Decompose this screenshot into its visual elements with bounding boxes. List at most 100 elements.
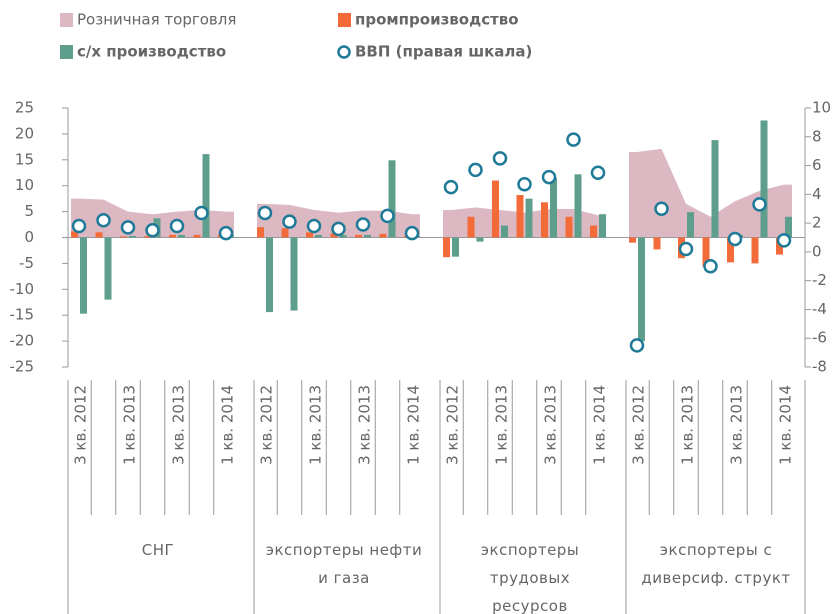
gdp-dot [120, 220, 136, 235]
y2-tick-label: 2 [812, 214, 822, 232]
y2-tick-label: -4 [812, 300, 827, 318]
bar [129, 235, 136, 238]
legend-swatch [60, 13, 73, 27]
x-tick-label: 1 кв. 2014 [777, 385, 795, 465]
bar [364, 234, 371, 238]
gdp-dot [282, 214, 297, 229]
y-tick-label: 5 [24, 202, 34, 220]
y2-tick-label: -2 [812, 271, 827, 289]
gdp-dot [629, 338, 645, 353]
retail-area [257, 203, 420, 238]
retail-area [443, 207, 606, 238]
gdp-dot [404, 225, 420, 241]
bar [169, 234, 176, 238]
bar [751, 237, 759, 264]
group-label: экспортеры трудовых ресурсов [480, 541, 580, 614]
bar [638, 237, 645, 342]
x-tick-label: 3 кв. 2012 [444, 385, 462, 465]
bar [80, 237, 87, 314]
bar [599, 214, 606, 238]
gdp-dot [96, 212, 111, 228]
group-label: экспортеры с диверсиф. структ [641, 541, 791, 587]
bar [541, 202, 548, 238]
bar [565, 216, 573, 238]
bar [687, 212, 694, 238]
bar [711, 140, 719, 238]
bar [120, 236, 127, 238]
bar [71, 231, 78, 238]
y-tick-label: -10 [10, 280, 35, 298]
bar [590, 225, 597, 238]
y-tick-label: -5 [19, 254, 34, 272]
x-tick-label: 1 кв. 2013 [121, 385, 139, 465]
y2-tick-label: 6 [812, 156, 822, 174]
gdp-dot [541, 169, 557, 185]
y-tick-label: 15 [15, 150, 34, 168]
bar [178, 234, 185, 238]
gdp-dot [355, 217, 371, 232]
y2-tick-label: 10 [812, 99, 831, 117]
legend-label: Розничная торговля [77, 11, 236, 29]
x-tick-label: 1 кв. 2013 [679, 385, 697, 465]
gdp-dot [380, 208, 395, 224]
y-tick-label: 25 [15, 99, 34, 117]
bar [574, 174, 582, 238]
gdp-dot [468, 162, 483, 178]
bar [702, 237, 710, 267]
bar [388, 160, 396, 238]
bar [467, 216, 475, 238]
bar [202, 154, 210, 238]
x-tick-label: 3 кв. 2012 [630, 385, 648, 465]
bar [785, 216, 792, 238]
y2-tick-label: -8 [812, 358, 827, 376]
bar [290, 237, 298, 311]
bar [355, 234, 362, 238]
x-tick-label: 1 кв. 2013 [493, 385, 511, 465]
bar [193, 234, 201, 238]
bar [476, 237, 484, 242]
bar [339, 234, 347, 238]
gdp-dot [306, 218, 322, 234]
gdp-dot [703, 259, 718, 274]
bar [443, 237, 450, 258]
y2-tick-label: 4 [812, 185, 822, 203]
bar [525, 198, 533, 238]
legend-swatch [337, 45, 351, 59]
gdp-dot [169, 218, 185, 234]
gdp-dot [257, 205, 273, 221]
gdp-dot [517, 177, 532, 192]
group-label: СНГ [141, 541, 175, 559]
x-tick-label: 3 кв. 2013 [728, 385, 746, 465]
y-tick-label: 10 [15, 176, 34, 194]
gdp-dot [218, 225, 234, 241]
gdp-dot [590, 165, 606, 180]
x-tick-label: 3 кв. 2012 [258, 385, 276, 465]
x-tick-label: 1 кв. 2014 [405, 385, 423, 465]
legend-swatch [60, 45, 73, 59]
x-tick-label: 1 кв. 2014 [219, 385, 237, 465]
y2-tick-label: 0 [812, 242, 822, 260]
bar [281, 228, 289, 238]
gdp-dot [71, 218, 87, 234]
bar [330, 233, 338, 238]
bar [653, 237, 661, 250]
x-tick-label: 3 кв. 2013 [542, 385, 560, 465]
bar [257, 227, 264, 238]
legend-label: с/х производство [77, 43, 226, 61]
x-tick-label: 3 кв. 2013 [356, 385, 374, 465]
bar [629, 237, 636, 243]
gdp-dot [331, 221, 346, 237]
legend-label: промпроизводство [355, 11, 519, 29]
bar [550, 177, 557, 238]
bar [315, 234, 322, 238]
y-tick-label: -15 [10, 306, 35, 324]
x-tick-label: 1 кв. 2013 [307, 385, 325, 465]
x-tick-label: 3 кв. 2012 [72, 385, 90, 465]
y2-tick-label: -6 [812, 329, 827, 347]
y2-tick-label: 8 [812, 127, 822, 145]
gdp-dot [678, 241, 694, 257]
bar [104, 237, 112, 300]
bar [266, 237, 273, 313]
retail-area [629, 148, 792, 238]
